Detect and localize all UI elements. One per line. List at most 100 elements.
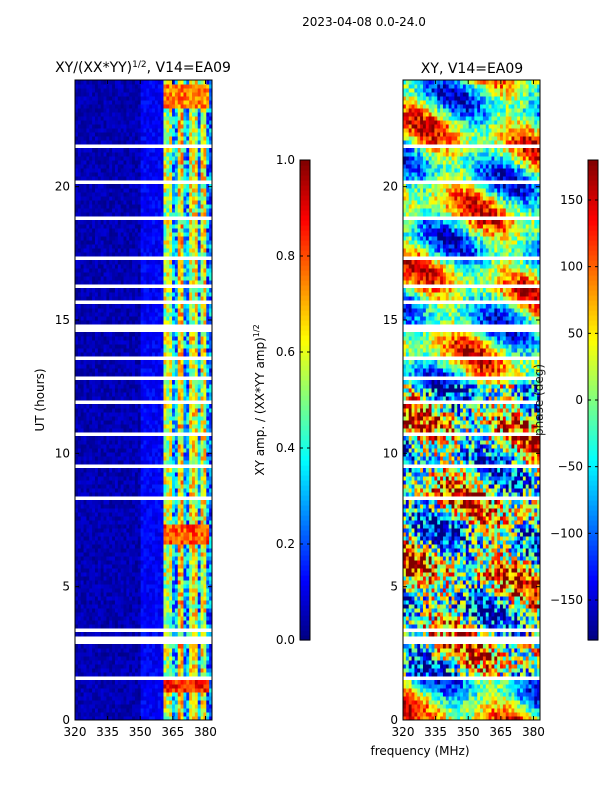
heatmap-cell [152, 500, 156, 505]
heatmap-cell [143, 488, 147, 493]
heatmap-cell [200, 448, 204, 453]
heatmap-cell [200, 560, 204, 565]
heatmap-cell [137, 272, 142, 277]
heatmap-cell [174, 592, 179, 597]
heatmap-cell [94, 280, 99, 285]
heatmap-cell [157, 604, 162, 609]
heatmap-cell [146, 652, 150, 657]
heatmap-cell [203, 368, 207, 373]
heatmap-cell [94, 480, 99, 485]
heatmap-cell [92, 544, 96, 549]
heatmap-cell [132, 532, 136, 537]
heatmap-cell [200, 320, 204, 325]
heatmap-cell [143, 704, 147, 709]
heatmap-cell [77, 424, 82, 429]
heatmap-cell [106, 700, 110, 705]
heatmap-cell [149, 452, 153, 457]
heatmap-cell [140, 532, 144, 537]
heatmap-cell [75, 560, 79, 565]
heatmap-cell [169, 648, 173, 653]
heatmap-cell [114, 532, 119, 537]
heatmap-cell [200, 344, 204, 349]
heatmap-cell [152, 536, 156, 541]
heatmap-cell [200, 428, 204, 433]
heatmap-cell [114, 680, 119, 685]
heatmap-cell [194, 484, 199, 489]
heatmap-cell [120, 664, 125, 669]
heatmap-cell [152, 292, 156, 297]
heatmap-cell [120, 572, 125, 577]
heatmap-cell [174, 412, 179, 417]
heatmap-cell [126, 548, 130, 553]
heatmap-cell [86, 704, 90, 709]
heatmap-cell [117, 620, 122, 625]
heatmap-cell [100, 424, 105, 429]
heatmap-cell [120, 548, 125, 553]
heatmap-cell [120, 428, 125, 433]
heatmap-cell [92, 492, 96, 497]
heatmap-cell [123, 312, 127, 317]
heatmap-cell [137, 420, 142, 425]
heatmap-cell [134, 288, 139, 293]
heatmap-cell [129, 392, 133, 397]
heatmap-cell [157, 548, 162, 553]
heatmap-cell [137, 516, 142, 521]
heatmap-cell [149, 412, 153, 417]
heatmap-cell [197, 408, 202, 413]
heatmap-cell [163, 404, 167, 409]
heatmap-cell [157, 292, 162, 297]
heatmap-cell [149, 712, 153, 717]
heatmap-cell [152, 360, 156, 365]
heatmap-cell [77, 692, 82, 697]
heatmap-cell [132, 348, 136, 353]
heatmap-cell [126, 476, 130, 481]
heatmap-cell [86, 364, 90, 369]
heatmap-cell [152, 512, 156, 517]
heatmap-cell [134, 476, 139, 481]
heatmap-cell [129, 612, 133, 617]
heatmap-cell [192, 416, 196, 421]
heatmap-cell [89, 516, 93, 521]
heatmap-cell [183, 572, 187, 577]
heatmap-cell [137, 276, 142, 281]
heatmap-cell [200, 556, 204, 561]
heatmap-cell [80, 340, 85, 345]
heatmap-cell [86, 504, 90, 509]
heatmap-cell [194, 488, 199, 493]
heatmap-cell [114, 716, 119, 721]
heatmap-cell [103, 468, 107, 473]
heatmap-cell [129, 680, 133, 685]
heatmap-cell [183, 260, 187, 265]
heatmap-cell [143, 684, 147, 689]
heatmap-cell [192, 244, 196, 249]
heatmap-cell [149, 592, 153, 597]
heatmap-cell [100, 572, 105, 577]
heatmap-cell [106, 436, 110, 441]
heatmap-cell [86, 716, 90, 721]
heatmap-cell [117, 512, 122, 517]
heatmap-cell [106, 576, 110, 581]
heatmap-cell [77, 608, 82, 613]
heatmap-cell [160, 320, 164, 325]
heatmap-cell [166, 412, 170, 417]
heatmap-cell [86, 488, 90, 493]
heatmap-cell [203, 380, 207, 385]
heatmap-cell [137, 656, 142, 661]
heatmap-cell [140, 248, 144, 253]
heatmap-cell [114, 252, 119, 257]
heatmap-cell [120, 516, 125, 521]
heatmap-cell [117, 244, 122, 249]
heatmap-cell [154, 436, 159, 441]
heatmap-cell [152, 504, 156, 509]
heatmap-cell [203, 620, 207, 625]
heatmap-cell [132, 392, 136, 397]
heatmap-cell [89, 696, 93, 701]
heatmap-cell [206, 452, 210, 457]
heatmap-cell [189, 540, 193, 545]
heatmap-cell [86, 336, 90, 341]
heatmap-cell [174, 544, 179, 549]
heatmap-cell [152, 368, 156, 373]
heatmap-cell [126, 304, 130, 309]
heatmap-cell [86, 656, 90, 661]
heatmap-cell [89, 564, 93, 569]
